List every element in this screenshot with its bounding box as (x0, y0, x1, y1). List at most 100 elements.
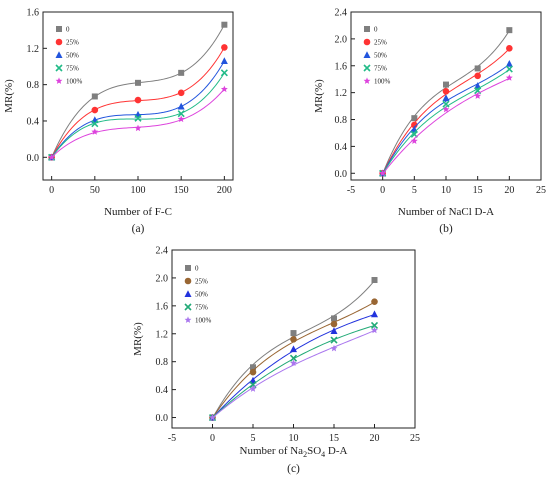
x-tick-label: 20 (370, 433, 380, 444)
y-tick-label: 0.0 (335, 169, 348, 180)
data-point-circle (290, 336, 297, 343)
x-tick-label: 5 (412, 185, 417, 196)
data-point-square (506, 27, 513, 34)
data-point-star (330, 344, 338, 352)
legend-label: 75% (66, 65, 79, 73)
legend-marker-x (184, 303, 192, 311)
fit-curve-triangle (51, 60, 225, 158)
legend-label: 50% (374, 52, 387, 60)
data-point-star (220, 85, 228, 93)
legend-label: 50% (66, 52, 79, 60)
x-tick-label: 15 (329, 433, 339, 444)
legend-label: 0 (66, 26, 70, 34)
y-tick-label: 2.4 (335, 8, 348, 19)
y-axis-label: MR(%) (313, 79, 325, 113)
chart-panel-1: -5 0 5 10 15 20 25 0.0 0.4 0.8 1.2 1.6 2.0 2.4 MR(%) Nu… (313, 8, 546, 236)
legend-marker-square (185, 265, 191, 271)
data-point-star (505, 74, 513, 81)
data-point-circle (442, 87, 450, 95)
data-point-circle (371, 298, 378, 305)
y-tick-label: 1.2 (156, 329, 169, 340)
y-tick-label: 1.2 (27, 44, 40, 55)
data-point-star (379, 169, 387, 177)
data-point-square (371, 277, 378, 284)
y-axis-label: MR(%) (132, 322, 144, 356)
data-point-star (410, 137, 418, 144)
y-tick-label: 0.0 (27, 153, 40, 164)
y-tick-label: 1.2 (335, 88, 348, 99)
data-point-triangle (290, 345, 297, 353)
data-point-star (134, 124, 142, 132)
data-point-circle (134, 96, 142, 104)
data-point-square (474, 65, 481, 72)
x-tick-label: 25 (536, 185, 546, 196)
x-axis-label-part: D-A (325, 445, 347, 457)
data-point-square (221, 21, 228, 28)
legend-marker-triangle (184, 290, 192, 297)
data-point-x (289, 354, 298, 362)
legend-marker-star (55, 77, 63, 84)
panel-label: (a) (132, 223, 145, 235)
x-tick-label: 0 (380, 185, 385, 196)
y-tick-label: 1.6 (335, 61, 348, 72)
y-tick-label: 0.0 (156, 413, 169, 424)
y-tick-label: 0.4 (156, 385, 169, 396)
data-point-x (442, 100, 450, 108)
data-point-x (220, 69, 228, 77)
fit-curve-square (382, 30, 510, 174)
data-point-star (474, 92, 482, 99)
x-tick-label: 10 (289, 433, 299, 444)
data-point-x (134, 114, 142, 122)
y-tick-label: 2.0 (335, 34, 348, 45)
x-axis-label-part: Number of Na (240, 445, 304, 457)
data-point-x (91, 120, 99, 128)
legend-label: 50% (195, 291, 208, 299)
data-point-circle (249, 368, 257, 376)
data-point-star (442, 105, 450, 113)
legend-marker-triangle (363, 51, 371, 58)
legend-label: 75% (374, 65, 387, 73)
fit-curve-circle (382, 48, 510, 174)
legend-marker-x (363, 64, 371, 72)
panel-label: (c) (287, 463, 300, 475)
data-point-square (331, 315, 337, 322)
x-tick-label: 25 (410, 433, 420, 444)
data-point-square (290, 330, 297, 337)
data-point-triangle (177, 102, 185, 110)
legend-label: 100% (195, 317, 212, 325)
fit-curve-star (382, 77, 510, 175)
legend-label: 25% (374, 39, 387, 47)
x-axis-label: Number of F-C (104, 206, 172, 218)
legend-label: 75% (195, 304, 208, 312)
data-point-square (91, 93, 98, 100)
x-tick-label: -5 (168, 433, 176, 444)
data-point-star (48, 153, 56, 161)
x-tick-label: 100 (131, 185, 146, 196)
legend-marker-circle (363, 38, 371, 46)
x-tick-label: 0 (210, 433, 215, 444)
chart-panel-2: -5 0 5 10 15 20 250.00.40.81.21.62.02.4MR(%)Nu… (132, 246, 420, 476)
x-axis-label: Number of Na2SO4 D-A (240, 445, 348, 459)
data-point-triangle (371, 310, 378, 318)
fit-curve-triangle (212, 314, 375, 419)
plot-frame (42, 11, 234, 181)
x-axis-label-part: 4 (321, 450, 325, 459)
legend-label: 100% (66, 78, 83, 86)
x-tick-label: 0 (49, 185, 54, 196)
y-tick-label: 0.8 (156, 357, 169, 368)
chart-panel-0: 0 50 100 150 200 0.0 0.4 0.8 1.2 1.6 MR(%) Number o… (3, 8, 234, 235)
y-tick-label: 0.4 (335, 142, 348, 153)
legend-marker-star (363, 77, 371, 84)
data-point-star (290, 359, 297, 366)
x-tick-label: 20 (504, 185, 514, 196)
x-tick-label: 5 (251, 433, 256, 444)
x-tick-label: 150 (174, 185, 189, 196)
data-point-x (330, 336, 338, 344)
data-point-circle (91, 106, 99, 114)
y-tick-label: 1.6 (27, 8, 40, 19)
data-point-star (177, 115, 185, 123)
data-point-star (91, 128, 99, 135)
y-tick-label: 2.0 (156, 273, 169, 284)
legend-marker-circle (184, 277, 192, 285)
